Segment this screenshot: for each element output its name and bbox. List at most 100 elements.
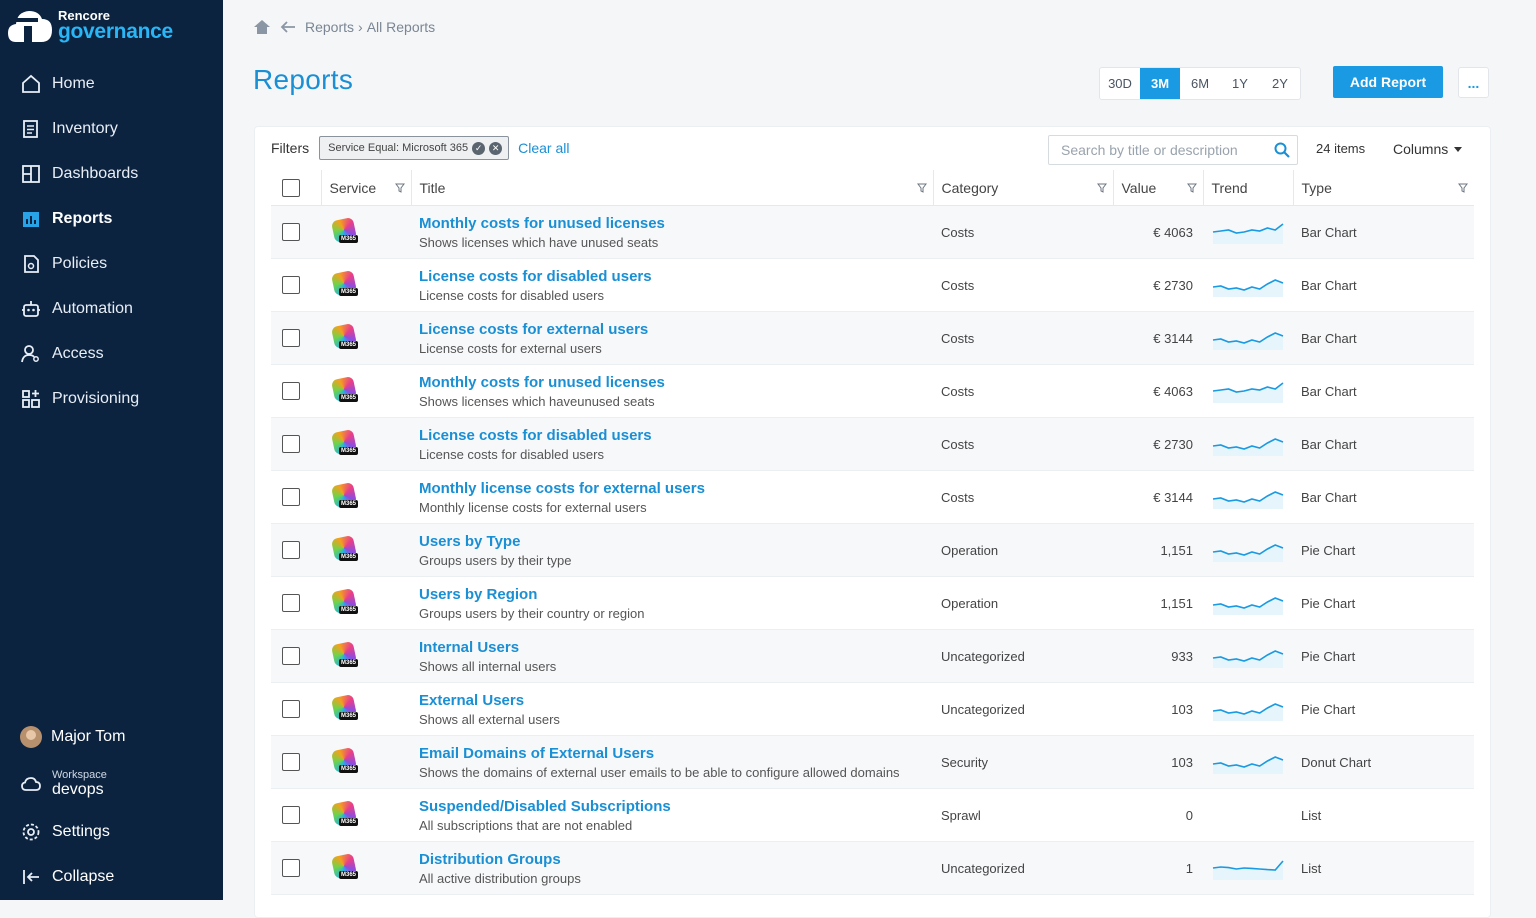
user-menu[interactable]: Major Tom [0,714,223,759]
row-checkbox[interactable] [282,382,300,400]
table-row[interactable]: M365 Monthly license costs for external u… [271,470,1474,524]
sidebar-item-settings[interactable]: Settings [0,809,223,854]
row-checkbox[interactable] [282,435,300,453]
table-row[interactable]: M365 Suspended/Disabled Subscriptions All … [271,788,1474,842]
table-row[interactable]: M365 License costs for disabled users Lice… [271,258,1474,312]
report-description: Shows licenses which haveunused seats [419,393,655,409]
row-checkbox[interactable] [282,488,300,506]
m365-service-icon: M365 [330,216,359,246]
sidebar-item-access[interactable]: Access [0,331,223,376]
cell-select [271,735,321,789]
filter-icon[interactable] [1458,183,1468,193]
report-title-link[interactable]: Distribution Groups [419,850,561,868]
columns-dropdown[interactable]: Columns [1393,141,1463,157]
report-title-link[interactable]: Users by Type [419,532,521,550]
table-row[interactable]: M365 Monthly costs for unused licenses Sho… [271,205,1474,259]
cell-value: € 3144 [1113,470,1203,524]
filter-icon[interactable] [1186,183,1197,193]
app-logo[interactable]: Rencore governance [8,6,173,44]
row-checkbox[interactable] [282,806,300,824]
table-row[interactable]: M365 Users by Region Groups users by their… [271,576,1474,630]
avatar [20,725,42,748]
range-2y-button[interactable]: 2Y [1260,68,1300,99]
row-checkbox[interactable] [282,647,300,665]
breadcrumb-item-reports[interactable]: Reports [305,19,355,35]
cell-value: € 2730 [1113,258,1203,312]
range-6m-button[interactable]: 6M [1180,68,1220,99]
columns-label: Columns [1393,141,1449,157]
cell-trend [1203,841,1293,895]
filter-icon[interactable] [1096,183,1107,193]
header-value[interactable]: Value [1113,170,1204,206]
search-icon[interactable] [1273,141,1291,159]
table-row[interactable]: M365 External Users Shows all external use… [271,682,1474,736]
report-title-link[interactable]: Monthly costs for unused licenses [419,373,665,391]
sidebar-item-policies[interactable]: Policies [0,241,223,286]
range-3m-button[interactable]: 3M [1140,68,1180,99]
table-row[interactable]: M365 Distribution Groups All active distri… [271,841,1474,895]
filter-chip[interactable]: Service Equal: Microsoft 365 ✓ ✕ [319,136,510,160]
header-service[interactable]: Service [321,170,412,206]
table-row[interactable]: M365 Email Domains of External Users Shows… [271,735,1474,789]
row-checkbox[interactable] [282,223,300,241]
range-1y-button[interactable]: 1Y [1220,68,1260,99]
service-badge: M365 [339,553,359,561]
header-title[interactable]: Title [411,170,934,206]
report-title-link[interactable]: Users by Region [419,585,538,603]
row-checkbox[interactable] [282,541,300,559]
table-row[interactable]: M365 License costs for external users Lice… [271,311,1474,365]
report-title-link[interactable]: Monthly costs for unused licenses [419,214,665,232]
report-title-link[interactable]: Suspended/Disabled Subscriptions [419,797,671,815]
filter-icon[interactable] [394,183,405,193]
range-30d-button[interactable]: 30D [1100,68,1140,99]
trend-sparkline [1212,860,1284,880]
back-arrow-icon[interactable] [279,18,297,36]
search-input[interactable] [1059,141,1273,159]
row-checkbox[interactable] [282,700,300,718]
workspace-switcher[interactable]: Workspace devops [0,759,223,809]
select-all-checkbox[interactable] [282,178,300,197]
report-title-link[interactable]: Monthly license costs for external users [419,479,705,497]
table-row[interactable]: M365 Internal Users Shows all internal use… [271,629,1474,683]
sidebar-item-dashboards[interactable]: Dashboards [0,151,223,196]
sidebar-item-home[interactable]: Home [0,61,223,106]
cell-category: Uncategorized [933,682,1113,736]
row-checkbox[interactable] [282,276,300,294]
report-title-link[interactable]: License costs for disabled users [419,267,652,285]
sidebar-collapse-button[interactable]: Collapse [0,854,223,899]
cell-select [271,523,321,577]
row-checkbox[interactable] [282,594,300,612]
cell-value: € 4063 [1113,364,1203,418]
table-row[interactable]: M365 License costs for disabled users Lice… [271,417,1474,471]
report-title-link[interactable]: Internal Users [419,638,520,656]
report-title-link[interactable]: License costs for disabled users [419,426,652,444]
m365-service-icon: M365 [330,428,359,458]
header-category[interactable]: Category [933,170,1114,206]
row-checkbox[interactable] [282,329,300,347]
sparkline-line [1212,650,1284,662]
row-checkbox[interactable] [282,859,300,877]
cell-type: Pie Chart [1293,682,1474,736]
home-icon[interactable] [253,18,271,36]
sidebar-item-automation[interactable]: Automation [0,286,223,331]
table-row[interactable]: M365 Monthly costs for unused licenses Sho… [271,364,1474,418]
filter-icon[interactable] [916,183,927,193]
header-type[interactable]: Type [1293,170,1474,206]
report-title-link[interactable]: Email Domains of External Users [419,744,655,762]
table-row[interactable]: M365 Users by Type Groups users by their t… [271,523,1474,577]
add-report-button[interactable]: Add Report [1333,66,1443,98]
sidebar-item-label: Dashboards [52,164,139,182]
cell-value: € 4063 [1113,205,1203,259]
report-title-link[interactable]: External Users [419,691,525,709]
close-icon[interactable]: ✕ [489,141,503,155]
cell-select [271,311,321,365]
filter-bar: Filters Service Equal: Microsoft 365 ✓ ✕… [271,136,570,160]
more-options-button[interactable]: ... [1458,67,1489,98]
sidebar-item-reports[interactable]: Reports [0,196,223,241]
sidebar-item-provisioning[interactable]: Provisioning [0,376,223,421]
clear-all-link[interactable]: Clear all [518,140,570,156]
sidebar-item-inventory[interactable]: Inventory [0,106,223,151]
row-checkbox[interactable] [282,753,300,771]
report-title-link[interactable]: License costs for external users [419,320,649,338]
check-icon[interactable]: ✓ [472,141,486,155]
